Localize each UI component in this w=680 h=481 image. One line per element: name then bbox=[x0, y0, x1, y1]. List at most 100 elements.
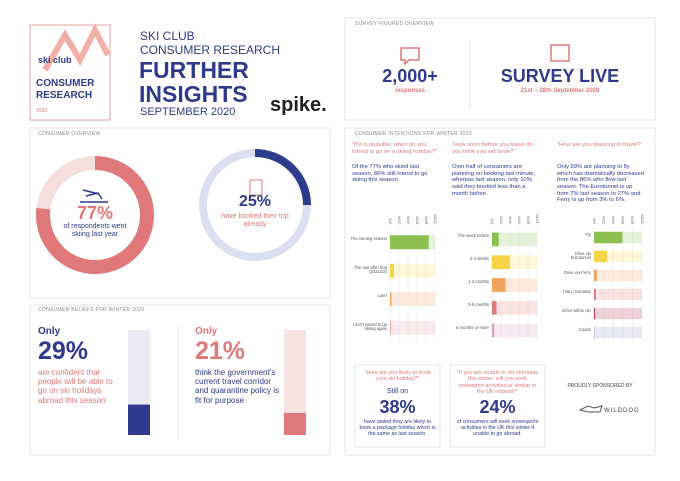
bar bbox=[492, 323, 495, 338]
bar bbox=[594, 307, 595, 320]
category-label: Train / Eurostar bbox=[562, 288, 591, 294]
bar-track bbox=[594, 250, 642, 263]
stat: 21% bbox=[195, 337, 246, 365]
logo-brand: ski club bbox=[38, 55, 72, 65]
box bbox=[449, 364, 546, 448]
x-tick-label: 0% bbox=[387, 218, 392, 224]
panel bbox=[29, 127, 331, 299]
logo-title: CONSUMER RESEARCH bbox=[36, 78, 95, 101]
stat: 38% bbox=[379, 397, 416, 417]
section-label: SURVEY FIGURES OVERVIEW bbox=[355, 21, 435, 27]
bar bbox=[492, 255, 510, 270]
x-tick-label: 60% bbox=[516, 216, 521, 224]
x-tick-label: 100% bbox=[534, 213, 539, 224]
prefix: Only bbox=[38, 326, 61, 337]
header-line: CONSUMER RESEARCH bbox=[140, 43, 281, 57]
donut-caption: have booked their trip already bbox=[221, 213, 289, 229]
bar-track bbox=[492, 232, 537, 247]
bar-track bbox=[594, 326, 642, 339]
sponsor-label: PROUDLY SPONSORED BY bbox=[567, 383, 633, 389]
bar bbox=[284, 412, 306, 435]
responses-caption: responses bbox=[394, 88, 425, 94]
bar bbox=[128, 404, 150, 435]
category-label: 3-6 months bbox=[468, 301, 489, 307]
caption: think the government's current travel co… bbox=[195, 368, 280, 405]
section-label: CONSUMER OVERVIEW bbox=[38, 131, 101, 137]
bar bbox=[594, 269, 597, 282]
sponsor-name: WILDDOG bbox=[604, 408, 640, 414]
partner-logo: spike. bbox=[270, 94, 327, 116]
x-tick-label: 20% bbox=[498, 216, 503, 224]
donut-caption: of respondents went skiing last year bbox=[63, 223, 127, 239]
bar-track bbox=[284, 330, 306, 435]
section-label: CONSUMER BELIEFS FOR WINTER 2020 bbox=[38, 307, 145, 313]
bar-track bbox=[594, 288, 642, 301]
stat: 24% bbox=[479, 397, 516, 417]
x-tick-label: 100% bbox=[639, 213, 644, 224]
responses: 2,000+ bbox=[382, 66, 438, 86]
question: "How are you planning to travel?" bbox=[557, 142, 643, 148]
box bbox=[354, 364, 441, 448]
category-label: Later bbox=[377, 293, 387, 299]
prefix: Only bbox=[195, 326, 218, 337]
bar-track bbox=[492, 300, 537, 315]
question: "How soon before you travel do you think… bbox=[452, 142, 533, 155]
category-label: The coming season bbox=[350, 236, 387, 242]
donut-value: 77% bbox=[76, 203, 114, 223]
bar-track bbox=[390, 292, 435, 307]
category-label: Drive via Eurotunnel bbox=[570, 250, 591, 261]
survey-dates: 21st – 28th September 2020 bbox=[520, 88, 600, 94]
panel bbox=[344, 17, 656, 121]
category-label: I don't intend to go skiing again bbox=[352, 321, 387, 332]
bar-track bbox=[390, 263, 435, 278]
bar bbox=[492, 278, 506, 292]
calendar-icon bbox=[550, 44, 570, 62]
x-tick-label: 40% bbox=[507, 216, 512, 224]
x-tick-label: 0% bbox=[591, 218, 596, 224]
bar bbox=[390, 263, 395, 278]
donut-arc bbox=[199, 149, 311, 261]
panel bbox=[29, 304, 331, 456]
x-tick-label: 80% bbox=[525, 216, 530, 224]
category-label: The one after that (2021/22) bbox=[353, 264, 387, 275]
answer: Of the 77% who skied last season, 86% st… bbox=[352, 164, 428, 184]
header-line: SKI CLUB bbox=[140, 29, 195, 43]
header-title: INSIGHTS bbox=[139, 81, 248, 107]
x-tick-label: 80% bbox=[630, 216, 635, 224]
dog-icon bbox=[578, 405, 603, 413]
category-label: Drive via Ferry bbox=[563, 269, 591, 275]
chat-icon bbox=[400, 47, 420, 66]
bar-track bbox=[492, 323, 537, 338]
category-label: The week before bbox=[457, 233, 489, 239]
x-tick-label: 20% bbox=[396, 216, 401, 224]
question: "How are you likely to book your ski hol… bbox=[364, 370, 431, 383]
donut-value: 25% bbox=[238, 193, 272, 210]
header-title: FURTHER bbox=[139, 57, 249, 83]
x-tick-label: 40% bbox=[611, 216, 616, 224]
category-label: 2-4 weeks bbox=[469, 256, 489, 262]
category-label: 6 months or more bbox=[456, 324, 489, 330]
category-label: Fly bbox=[585, 231, 591, 237]
bar bbox=[492, 232, 499, 247]
skier-icon bbox=[80, 189, 108, 203]
question: "If you are unable to ski overseas this … bbox=[456, 370, 539, 395]
answer: Over half of consumers are planning on b… bbox=[452, 164, 536, 197]
x-tick-label: 100% bbox=[432, 213, 437, 224]
bar bbox=[594, 288, 596, 301]
x-tick-label: 60% bbox=[620, 216, 625, 224]
bar bbox=[594, 231, 623, 244]
header-date: SEPTEMBER 2020 bbox=[140, 106, 236, 118]
logo-year: 2020 bbox=[36, 108, 48, 114]
x-tick-label: 40% bbox=[405, 216, 410, 224]
bar bbox=[594, 250, 607, 263]
caption: have stated they are likely to book a pa… bbox=[359, 419, 436, 438]
answer: Only 59% are planning to fly which has d… bbox=[557, 164, 644, 204]
section-label: CONSUMER INTENTIONS FOR WINTER 2020 bbox=[355, 131, 472, 137]
category-label: 1-2 months bbox=[468, 279, 489, 284]
bar-track bbox=[594, 269, 642, 282]
donut-arc bbox=[36, 156, 154, 274]
x-tick-label: 0% bbox=[489, 218, 494, 224]
x-tick-label: 80% bbox=[423, 216, 428, 224]
prefix: Still on bbox=[386, 388, 408, 395]
